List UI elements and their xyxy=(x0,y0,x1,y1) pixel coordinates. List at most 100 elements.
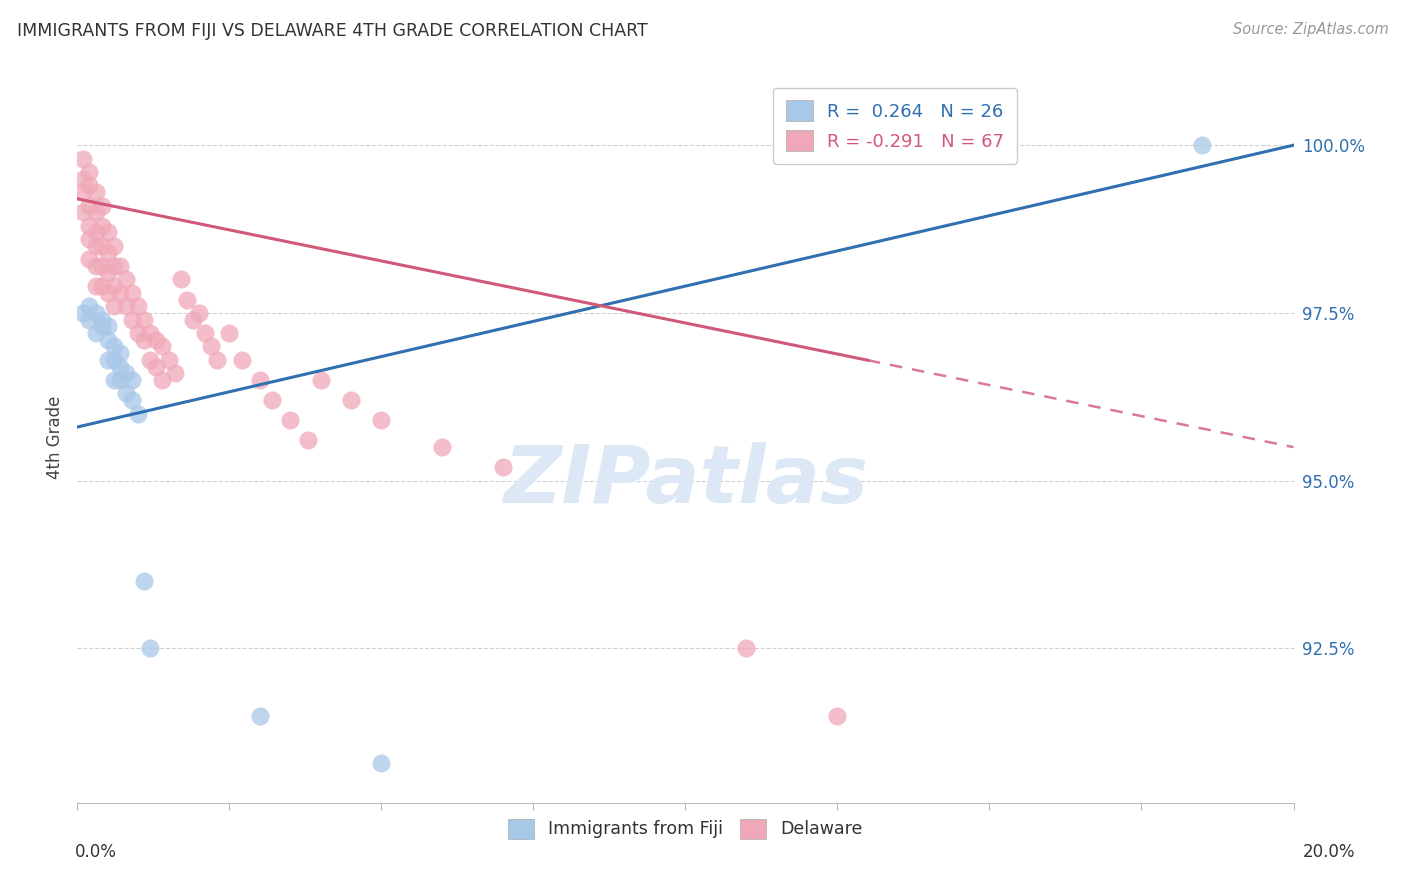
Point xyxy=(90,219,112,233)
Point xyxy=(163,367,186,381)
Point xyxy=(108,346,131,360)
Point xyxy=(340,393,363,408)
Text: IMMIGRANTS FROM FIJI VS DELAWARE 4TH GRADE CORRELATION CHART: IMMIGRANTS FROM FIJI VS DELAWARE 4TH GRA… xyxy=(17,22,648,40)
Point xyxy=(79,165,101,179)
Point xyxy=(115,299,138,313)
Point xyxy=(108,285,131,300)
Point xyxy=(79,219,101,233)
Point xyxy=(97,319,120,334)
Point xyxy=(297,434,319,448)
Point xyxy=(249,373,271,387)
Point xyxy=(97,245,120,260)
Point xyxy=(97,285,120,300)
Legend: Immigrants from Fiji, Delaware: Immigrants from Fiji, Delaware xyxy=(498,808,873,849)
Point xyxy=(218,326,240,340)
Point xyxy=(90,198,112,212)
Point xyxy=(84,185,107,199)
Point xyxy=(79,252,101,267)
Point xyxy=(115,367,138,381)
Point xyxy=(200,339,222,353)
Point xyxy=(181,312,204,326)
Point xyxy=(134,333,156,347)
Point xyxy=(72,171,94,186)
Point xyxy=(139,641,162,656)
Point xyxy=(90,312,112,326)
Point xyxy=(260,393,283,408)
Point xyxy=(103,239,125,253)
Point xyxy=(1191,138,1213,153)
Point xyxy=(249,708,271,723)
Point xyxy=(127,326,149,340)
Point xyxy=(103,339,125,353)
Point xyxy=(194,326,217,340)
Point xyxy=(103,279,125,293)
Point xyxy=(108,373,131,387)
Point xyxy=(139,352,162,367)
Point xyxy=(79,299,101,313)
Point xyxy=(84,226,107,240)
Point xyxy=(134,312,156,326)
Point xyxy=(139,326,162,340)
Point xyxy=(79,198,101,212)
Point xyxy=(103,373,125,387)
Point xyxy=(188,306,211,320)
Point xyxy=(309,373,332,387)
Point xyxy=(79,312,101,326)
Point xyxy=(97,226,120,240)
Y-axis label: 4th Grade: 4th Grade xyxy=(46,395,65,479)
Point xyxy=(108,359,131,374)
Point xyxy=(72,306,94,320)
Point xyxy=(84,205,107,219)
Point xyxy=(127,407,149,421)
Text: 20.0%: 20.0% xyxy=(1302,843,1355,861)
Point xyxy=(84,279,107,293)
Point xyxy=(145,333,167,347)
Point xyxy=(370,756,392,770)
Point xyxy=(152,373,174,387)
Point xyxy=(97,266,120,280)
Point xyxy=(72,152,94,166)
Point xyxy=(205,352,228,367)
Point xyxy=(84,239,107,253)
Point xyxy=(115,386,138,401)
Point xyxy=(90,259,112,273)
Point xyxy=(827,708,849,723)
Point xyxy=(121,393,143,408)
Point xyxy=(72,205,94,219)
Point xyxy=(121,285,143,300)
Point xyxy=(157,352,180,367)
Point xyxy=(430,440,453,454)
Text: Source: ZipAtlas.com: Source: ZipAtlas.com xyxy=(1233,22,1389,37)
Point xyxy=(170,272,193,286)
Point xyxy=(84,259,107,273)
Point xyxy=(231,352,253,367)
Point xyxy=(84,326,107,340)
Point xyxy=(121,312,143,326)
Point xyxy=(103,259,125,273)
Point xyxy=(735,641,758,656)
Point xyxy=(79,232,101,246)
Point xyxy=(103,352,125,367)
Point xyxy=(278,413,301,427)
Point xyxy=(134,574,156,589)
Point xyxy=(115,272,138,286)
Point xyxy=(176,293,198,307)
Point xyxy=(72,185,94,199)
Point xyxy=(97,352,120,367)
Point xyxy=(103,299,125,313)
Point xyxy=(108,259,131,273)
Text: 0.0%: 0.0% xyxy=(75,843,117,861)
Point xyxy=(90,319,112,334)
Point xyxy=(121,373,143,387)
Point xyxy=(90,279,112,293)
Point xyxy=(370,413,392,427)
Text: ZIPatlas: ZIPatlas xyxy=(503,442,868,520)
Point xyxy=(145,359,167,374)
Point xyxy=(492,460,515,475)
Point xyxy=(97,333,120,347)
Point xyxy=(127,299,149,313)
Point xyxy=(79,178,101,193)
Point xyxy=(152,339,174,353)
Point xyxy=(84,306,107,320)
Point xyxy=(90,239,112,253)
